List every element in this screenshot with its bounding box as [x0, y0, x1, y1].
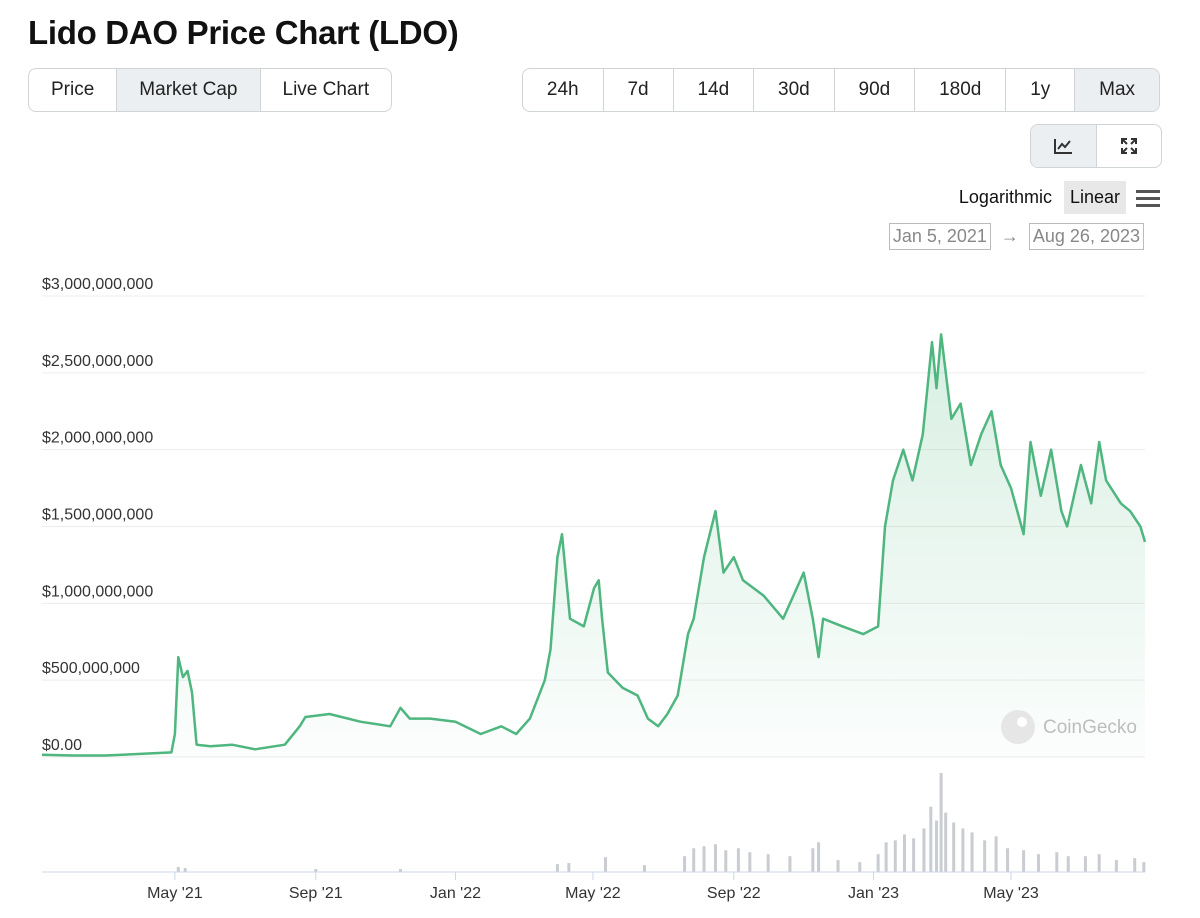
x-tick-label: May '23 — [983, 885, 1039, 902]
volume-bar — [642, 865, 646, 872]
volume-bar — [858, 862, 862, 872]
volume-bar — [922, 828, 926, 872]
volume-bar — [1133, 858, 1137, 872]
volume-bar — [604, 857, 608, 872]
date-range: Jan 5, 2021 → Aug 26, 2023 — [888, 223, 1144, 250]
tab[interactable]: Price — [29, 69, 118, 111]
volume-bar — [929, 806, 933, 872]
y-tick-label: $1,500,000,000 — [42, 507, 153, 524]
range-button[interactable]: 7d — [604, 69, 674, 111]
volume-bar — [1083, 856, 1087, 872]
fullscreen-icon — [1120, 138, 1137, 154]
date-from[interactable]: Jan 5, 2021 — [888, 223, 991, 250]
watermark: CoinGecko — [1001, 710, 1137, 744]
volume-bar — [952, 822, 956, 872]
volume-bar — [766, 854, 770, 872]
volume-bar — [811, 848, 815, 872]
volume-bar — [314, 869, 318, 872]
watermark-text: CoinGecko — [1043, 717, 1137, 738]
range-button[interactable]: 30d — [754, 69, 835, 111]
volume-bar — [702, 846, 706, 872]
volume-bar — [912, 838, 916, 872]
y-tick-label: $2,000,000,000 — [42, 430, 153, 447]
y-tick-label: $0.00 — [42, 737, 82, 754]
fullscreen-button[interactable] — [1097, 125, 1162, 167]
volume-bar — [176, 867, 180, 872]
y-tick-label: $2,500,000,000 — [42, 353, 153, 370]
volume-bar — [1022, 850, 1026, 872]
volume-bar — [736, 848, 740, 872]
volume-bar — [944, 812, 948, 872]
volume-bar — [788, 856, 792, 872]
volume-bar — [713, 844, 717, 872]
volume-bar — [817, 842, 821, 872]
menu-icon[interactable] — [1136, 188, 1160, 208]
x-tick-label: May '22 — [565, 885, 621, 902]
range-button[interactable]: 14d — [674, 69, 755, 111]
line-chart-icon — [1054, 139, 1073, 154]
volume-bar — [1066, 856, 1070, 872]
range-group: 24h 7d 14d 30d 90d 180d 1y Max — [522, 68, 1160, 112]
range-button[interactable]: 90d — [835, 69, 916, 111]
volume-bar — [836, 860, 840, 872]
tab[interactable]: Market Cap — [117, 69, 261, 111]
plot: $0.00 $500,000,000 $1,000,000,000 $1,500,00… — [41, 276, 1147, 902]
tab-group: Price Market Cap Live Chart — [28, 68, 393, 112]
volume-bar — [935, 820, 939, 872]
volume-bar — [683, 856, 687, 872]
area-fill — [42, 334, 1145, 757]
volume-bar — [555, 864, 559, 872]
y-tick-label: $1,000,000,000 — [42, 583, 153, 600]
x-tick-label: Sep '21 — [289, 885, 343, 902]
volume-bar — [1114, 860, 1118, 872]
line-chart-button[interactable] — [1031, 125, 1097, 167]
x-tick-label: Jan '23 — [848, 885, 899, 902]
volume-bar — [961, 828, 965, 872]
volume-bar — [1055, 852, 1059, 872]
scale-option[interactable]: Logarithmic — [958, 187, 1052, 207]
volume-bar — [1142, 862, 1146, 872]
range-button[interactable]: Max — [1075, 69, 1159, 111]
volume-bar — [724, 850, 728, 872]
volume-bar — [902, 834, 906, 872]
volume-bar — [884, 842, 888, 872]
volume-bar — [970, 832, 974, 872]
icon-group — [1030, 124, 1162, 168]
y-tick-label: $3,000,000,000 — [42, 276, 153, 293]
tab[interactable]: Live Chart — [282, 79, 370, 100]
volume-bar — [876, 854, 880, 872]
range-button[interactable]: 24h — [523, 69, 604, 111]
volume-bar — [567, 863, 571, 872]
x-tick-label: Sep '22 — [707, 885, 761, 902]
volume-bar — [893, 840, 897, 872]
watermark-logo-eye — [1017, 717, 1027, 727]
volume-bar — [748, 852, 752, 872]
watermark-logo — [1001, 710, 1035, 744]
range-button[interactable]: 1y — [1006, 69, 1076, 111]
volume-bar — [692, 848, 696, 872]
scale-options: Logarithmic Linear — [947, 181, 1160, 214]
volume-bar — [183, 868, 187, 872]
volume-bar — [994, 836, 998, 872]
volume-bar — [939, 773, 943, 872]
arrow: → — [1000, 226, 1019, 246]
market-cap-line — [41, 333, 1147, 757]
volume-bar — [1006, 848, 1010, 872]
y-tick-label: $500,000,000 — [42, 660, 140, 677]
scale-option[interactable]: Linear — [1063, 181, 1126, 214]
range-button[interactable]: 180d — [915, 69, 1007, 111]
x-tick-label: Jan '22 — [430, 885, 481, 902]
volume-bar — [1097, 854, 1101, 872]
volume-bar — [399, 869, 403, 872]
volume-bar — [1036, 854, 1040, 872]
x-tick-label: May '21 — [147, 885, 203, 902]
volume-bar — [983, 840, 987, 872]
page-title: Lido DAO Price Chart (LDO) — [28, 14, 459, 51]
date-to[interactable]: Aug 26, 2023 — [1028, 223, 1144, 250]
